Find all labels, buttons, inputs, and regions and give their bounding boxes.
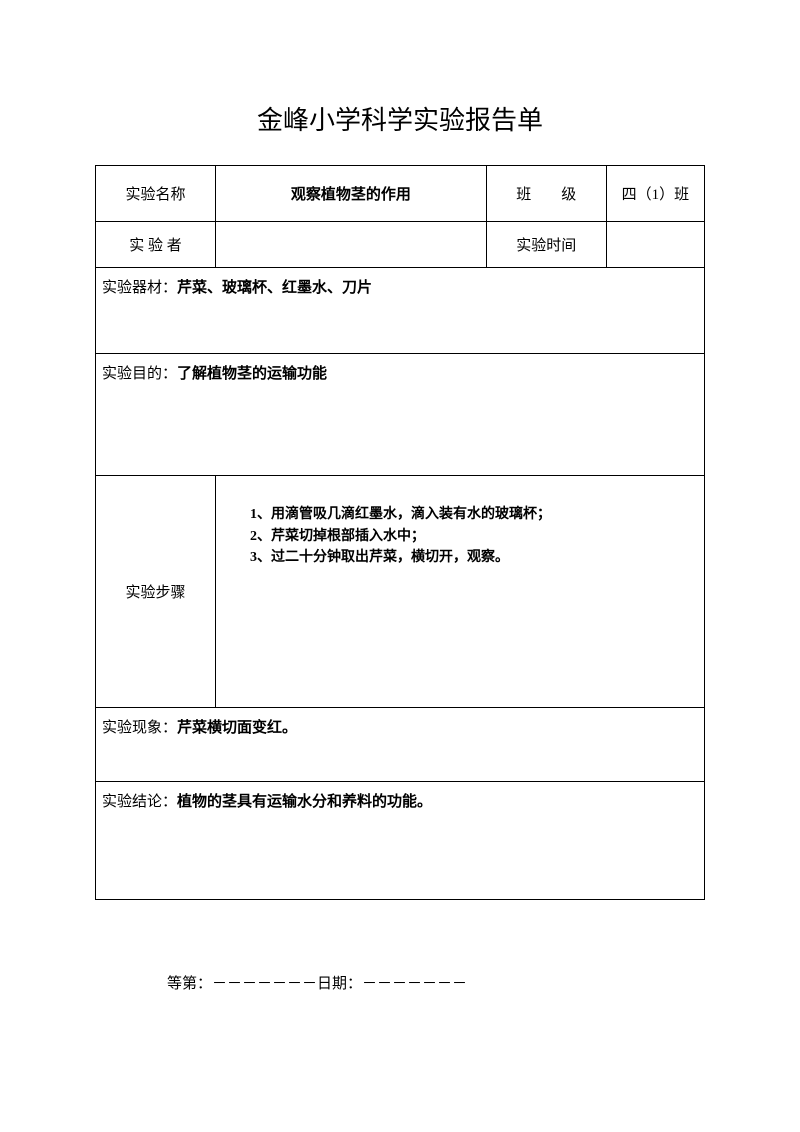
row-conclusion: 实验结论：植物的茎具有运输水分和养料的功能。 xyxy=(96,782,705,900)
row-experimenter: 实 验 者 实验时间 xyxy=(96,222,705,268)
step-1: 1、用滴管吸几滴红墨水，滴入装有水的玻璃杯； xyxy=(250,504,704,526)
step-3: 3、过二十分钟取出芹菜，横切开，观察。 xyxy=(250,547,704,569)
report-table: 实验名称 观察植物茎的作用 班 级 四（1）班 实 验 者 实验时间 实验器材：… xyxy=(95,165,705,900)
experimenter-label: 实 验 者 xyxy=(96,222,216,268)
phenomenon-label: 实验现象： xyxy=(102,720,177,736)
experiment-name-label: 实验名称 xyxy=(96,166,216,222)
conclusion-label: 实验结论： xyxy=(102,794,177,810)
row-steps: 实验步骤 1、用滴管吸几滴红墨水，滴入装有水的玻璃杯； 2、芹菜切掉根部插入水中… xyxy=(96,476,705,708)
class-label: 班 级 xyxy=(486,166,606,222)
purpose-value: 了解植物茎的运输功能 xyxy=(177,366,327,382)
experiment-name-value: 观察植物茎的作用 xyxy=(216,166,487,222)
materials-label: 实验器材： xyxy=(102,280,177,296)
page-title: 金峰小学科学实验报告单 xyxy=(95,100,705,137)
experimenter-value[interactable] xyxy=(216,222,487,268)
row-purpose: 实验目的：了解植物茎的运输功能 xyxy=(96,354,705,476)
date-label: 日期： xyxy=(317,976,362,992)
row-phenomenon: 实验现象：芹菜横切面变红。 xyxy=(96,708,705,782)
grade-line: －－－－－－－ xyxy=(212,976,317,992)
purpose-label: 实验目的： xyxy=(102,366,177,382)
steps-content: 1、用滴管吸几滴红墨水，滴入装有水的玻璃杯； 2、芹菜切掉根部插入水中； 3、过… xyxy=(216,476,705,708)
row-materials: 实验器材：芹菜、玻璃杯、红墨水、刀片 xyxy=(96,268,705,354)
row-experiment-name: 实验名称 观察植物茎的作用 班 级 四（1）班 xyxy=(96,166,705,222)
time-label: 实验时间 xyxy=(486,222,606,268)
class-value: 四（1）班 xyxy=(606,166,704,222)
phenomenon-value: 芹菜横切面变红。 xyxy=(177,720,297,736)
step-2: 2、芹菜切掉根部插入水中； xyxy=(250,526,704,548)
conclusion-value: 植物的茎具有运输水分和养料的功能。 xyxy=(177,794,432,810)
time-value[interactable] xyxy=(606,222,704,268)
materials-value: 芹菜、玻璃杯、红墨水、刀片 xyxy=(177,280,372,296)
steps-label: 实验步骤 xyxy=(96,476,216,708)
footer: 等第：－－－－－－－日期：－－－－－－－ xyxy=(95,972,705,993)
grade-label: 等第： xyxy=(167,976,212,992)
date-line: －－－－－－－ xyxy=(362,976,467,992)
